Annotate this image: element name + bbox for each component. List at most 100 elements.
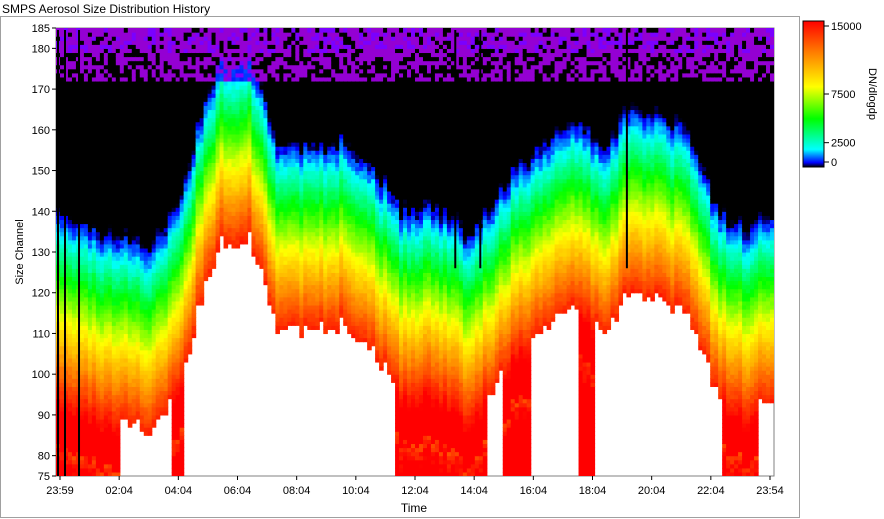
heatmap-cell bbox=[131, 349, 137, 355]
heatmap-cell bbox=[147, 44, 153, 49]
heatmap-cell bbox=[255, 256, 261, 261]
heatmap-cell bbox=[59, 463, 65, 469]
heatmap-cell bbox=[119, 309, 125, 314]
heatmap-cell bbox=[143, 60, 149, 66]
heatmap-cell bbox=[103, 215, 109, 221]
heatmap-cell bbox=[127, 333, 133, 339]
heatmap-cell bbox=[231, 178, 237, 184]
heatmap-cell bbox=[111, 109, 117, 115]
heatmap-cell bbox=[123, 313, 129, 318]
heatmap-cell bbox=[67, 133, 73, 139]
heatmap-cell bbox=[143, 227, 149, 233]
heatmap-cell bbox=[287, 313, 292, 318]
heatmap-cell bbox=[103, 439, 109, 445]
heatmap-cell bbox=[95, 93, 101, 98]
heatmap-cell bbox=[151, 113, 157, 119]
heatmap-cell bbox=[135, 60, 141, 66]
heatmap-cell bbox=[167, 382, 173, 387]
heatmap-cell bbox=[235, 44, 241, 49]
heatmap-cell bbox=[231, 231, 237, 237]
heatmap-cell bbox=[127, 150, 133, 155]
heatmap-cell bbox=[147, 337, 153, 343]
heatmap-cell bbox=[275, 284, 280, 290]
heatmap-cell bbox=[127, 137, 133, 143]
heatmap-cell bbox=[99, 199, 105, 204]
heatmap-cell bbox=[119, 203, 125, 208]
heatmap-cell bbox=[71, 406, 77, 412]
heatmap-cell bbox=[275, 166, 280, 172]
heatmap-cell bbox=[163, 190, 169, 196]
heatmap-cell bbox=[275, 325, 280, 330]
heatmap-cell bbox=[203, 158, 209, 163]
heatmap-cell bbox=[187, 48, 193, 54]
heatmap-cell bbox=[247, 64, 253, 70]
heatmap-cell bbox=[71, 292, 77, 298]
heatmap-cell bbox=[215, 142, 221, 147]
heatmap-cell bbox=[171, 28, 177, 33]
heatmap-cell bbox=[111, 378, 117, 383]
heatmap-cell bbox=[91, 190, 97, 196]
heatmap-cell bbox=[139, 158, 145, 163]
heatmap-cell bbox=[183, 264, 189, 269]
heatmap-cell bbox=[83, 467, 89, 473]
heatmap-cell bbox=[203, 68, 209, 74]
heatmap-cell bbox=[235, 199, 241, 204]
heatmap-cell bbox=[67, 121, 73, 127]
heatmap-cell bbox=[243, 121, 249, 127]
heatmap-cell bbox=[91, 227, 97, 233]
heatmap-cell bbox=[103, 361, 109, 367]
heatmap-cell bbox=[79, 252, 85, 257]
heatmap-cell bbox=[159, 264, 165, 269]
heatmap-cell bbox=[131, 280, 137, 286]
heatmap-cell bbox=[67, 321, 73, 326]
heatmap-cell bbox=[215, 174, 221, 180]
heatmap-cell bbox=[167, 166, 173, 172]
heatmap-cell bbox=[271, 133, 276, 139]
heatmap-cell bbox=[143, 366, 149, 371]
heatmap-cell bbox=[139, 182, 145, 188]
heatmap-cell bbox=[239, 76, 245, 82]
heatmap-cell bbox=[267, 235, 272, 241]
heatmap-cell bbox=[171, 215, 177, 221]
heatmap-cell bbox=[171, 370, 177, 375]
heatmap-cell bbox=[143, 186, 149, 192]
heatmap-cell bbox=[175, 68, 181, 74]
heatmap-cell bbox=[171, 190, 177, 196]
heatmap-cell bbox=[87, 252, 93, 257]
heatmap-cell bbox=[159, 182, 165, 188]
heatmap-cell bbox=[171, 32, 177, 37]
heatmap-cell bbox=[103, 36, 109, 41]
heatmap-cell bbox=[183, 357, 189, 363]
heatmap-cell bbox=[175, 390, 181, 396]
heatmap-cell bbox=[247, 80, 253, 86]
heatmap-cell bbox=[147, 170, 153, 176]
heatmap-cell bbox=[119, 366, 125, 371]
heatmap-cell bbox=[91, 398, 97, 404]
heatmap-cell bbox=[199, 109, 205, 115]
heatmap-cell bbox=[207, 105, 213, 111]
heatmap-cell bbox=[187, 227, 193, 233]
heatmap-cell bbox=[219, 101, 225, 106]
heatmap-cell bbox=[211, 178, 217, 184]
heatmap-cell bbox=[127, 276, 133, 282]
heatmap-cell bbox=[103, 333, 109, 339]
heatmap-cell bbox=[283, 60, 288, 66]
heatmap-cell bbox=[79, 109, 85, 115]
heatmap-cell bbox=[163, 345, 169, 351]
heatmap-cell bbox=[103, 349, 109, 355]
heatmap-cell bbox=[147, 137, 153, 143]
heatmap-cell bbox=[179, 435, 185, 440]
heatmap-cell bbox=[251, 93, 257, 98]
heatmap-cell bbox=[91, 211, 97, 216]
heatmap-cell bbox=[203, 166, 209, 172]
heatmap-cell bbox=[147, 341, 153, 347]
heatmap-cell bbox=[147, 333, 153, 339]
heatmap-cell bbox=[255, 150, 261, 155]
heatmap-cell bbox=[239, 231, 245, 237]
heatmap-cell bbox=[211, 101, 217, 106]
heatmap-cell bbox=[271, 199, 276, 204]
heatmap-cell bbox=[107, 178, 113, 184]
heatmap-cell bbox=[163, 353, 169, 359]
heatmap-cell bbox=[119, 264, 125, 269]
heatmap-cell bbox=[239, 68, 245, 74]
